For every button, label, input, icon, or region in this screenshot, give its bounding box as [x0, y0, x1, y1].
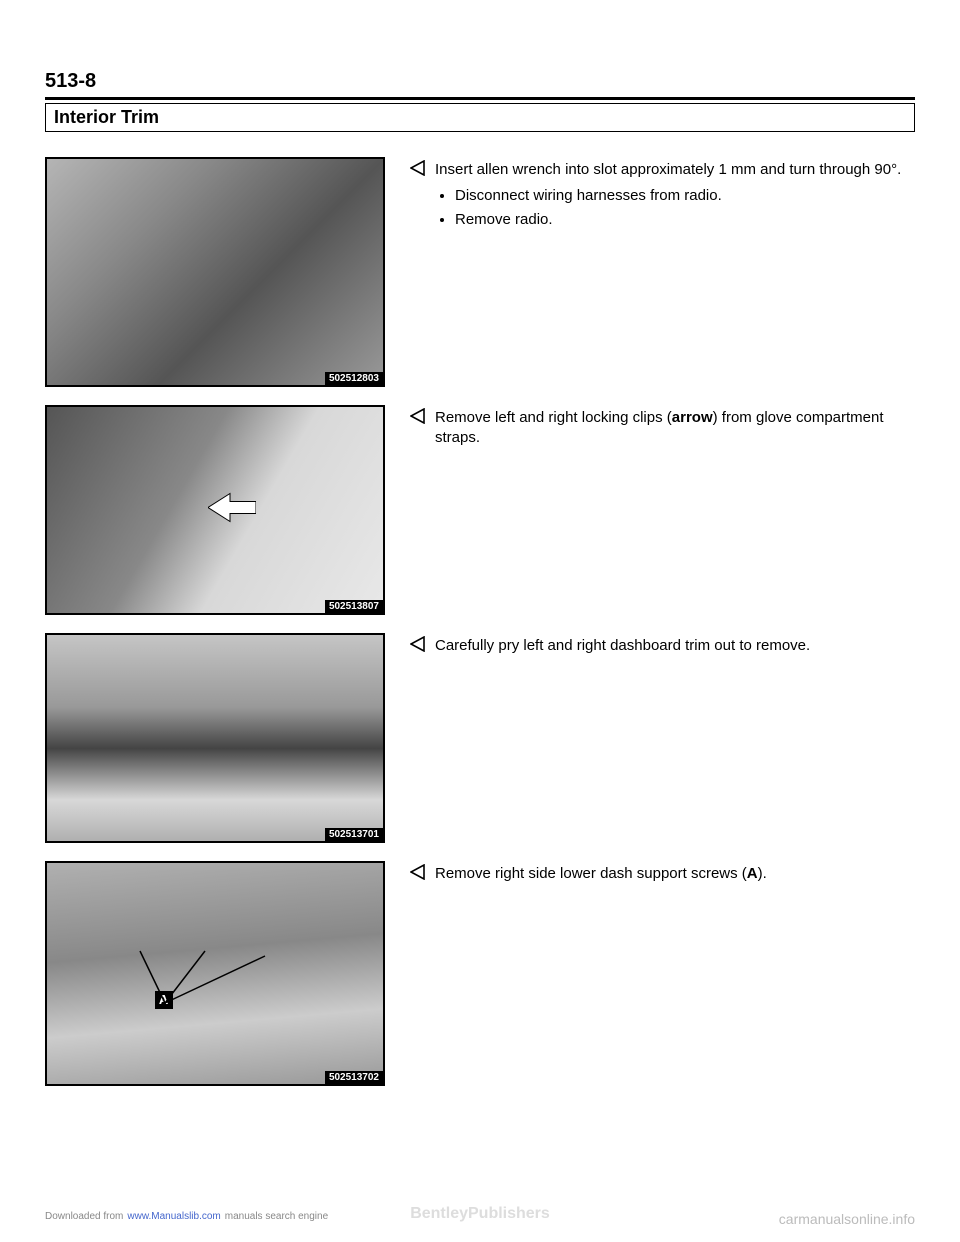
footer-prefix: Downloaded from	[45, 1211, 123, 1227]
page-content: 513-8 Interior Trim 502512803 Insert all…	[0, 0, 960, 1144]
image-id-label: 502513702	[325, 1071, 383, 1084]
figure-image: 502513701	[45, 633, 385, 843]
footer-left: Downloaded from www.Manualslib.com manua…	[45, 1211, 328, 1227]
instruction-text: Carefully pry left and right dashboard t…	[385, 633, 915, 662]
footer-right: carmanualsonline.info	[779, 1211, 915, 1227]
instruction-main: Insert allen wrench into slot approximat…	[435, 160, 915, 180]
bullet-item: Disconnect wiring harnesses from radio.	[455, 186, 915, 206]
instruction-text: Remove right side lower dash support scr…	[385, 861, 915, 890]
callout-label: A	[155, 991, 173, 1009]
page-number: 513-8	[45, 70, 915, 93]
image-id-label: 502513807	[325, 600, 383, 613]
step-row: A 502513702 Remove right side lower dash…	[45, 861, 915, 1086]
step-row: 502513701 Carefully pry left and right d…	[45, 633, 915, 843]
instruction-main: Remove left and right locking clips (arr…	[435, 408, 915, 449]
image-id-label: 502512803	[325, 372, 383, 385]
figure-image: 502513807	[45, 405, 385, 615]
page-footer: Downloaded from www.Manualslib.com manua…	[0, 1211, 960, 1227]
triangle-left-icon	[410, 408, 426, 424]
instruction-bullets: Disconnect wiring harnesses from radio. …	[455, 186, 915, 230]
instruction-main: Carefully pry left and right dashboard t…	[435, 636, 915, 656]
figure-image: 502512803	[45, 157, 385, 387]
footer-watermark: BentleyPublishers	[410, 1205, 550, 1223]
figure-image: A 502513702	[45, 861, 385, 1086]
section-title: Interior Trim	[45, 103, 915, 132]
bullet-item: Remove radio.	[455, 210, 915, 230]
footer-link[interactable]: www.Manualslib.com	[127, 1211, 220, 1227]
instruction-main: Remove right side lower dash support scr…	[435, 864, 915, 884]
instruction-text: Remove left and right locking clips (arr…	[385, 405, 915, 455]
step-row: 502513807 Remove left and right locking …	[45, 405, 915, 615]
step-row: 502512803 Insert allen wrench into slot …	[45, 157, 915, 387]
footer-suffix: manuals search engine	[225, 1211, 328, 1227]
instruction-text: Insert allen wrench into slot approximat…	[385, 157, 915, 233]
image-id-label: 502513701	[325, 828, 383, 841]
arrow-overlay-icon	[208, 490, 256, 531]
triangle-left-icon	[410, 864, 426, 880]
triangle-left-icon	[410, 636, 426, 652]
header-rule	[45, 97, 915, 100]
triangle-left-icon	[410, 160, 426, 176]
